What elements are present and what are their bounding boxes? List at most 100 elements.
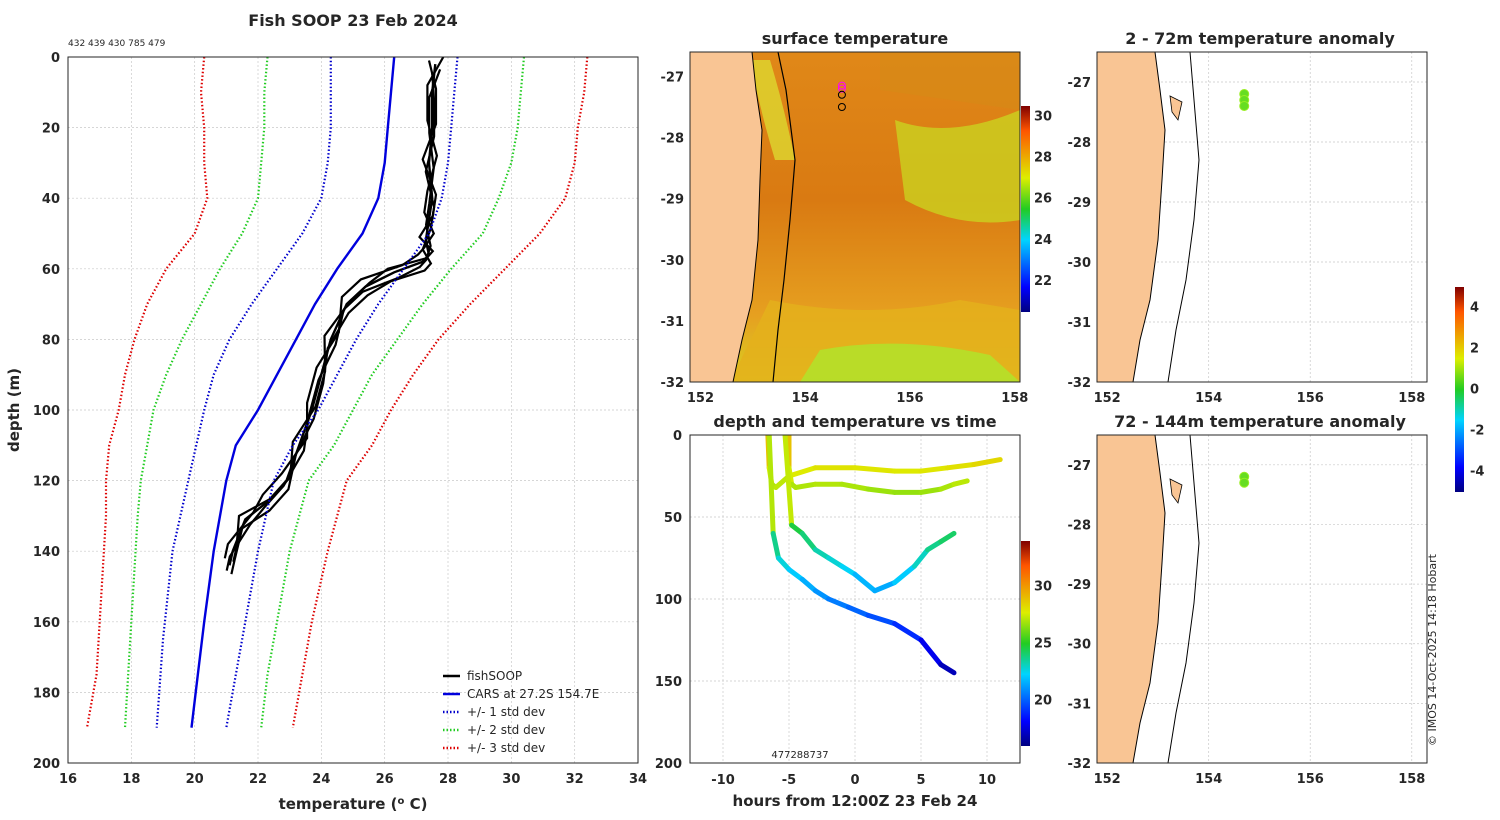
anomaly-y-tick: -31 xyxy=(1068,316,1092,331)
anomaly-shallow-title: 2 - 72m temperature anomaly xyxy=(1125,29,1395,48)
time-track-segment xyxy=(845,604,871,618)
anomaly-x-tick: 156 xyxy=(1297,391,1324,406)
time-track-segment xyxy=(944,462,977,471)
sst-marker xyxy=(837,81,846,90)
profile-y-tick: 140 xyxy=(33,545,60,560)
anomaly-deep-points xyxy=(1239,471,1250,488)
anomaly-x-tick: 154 xyxy=(1195,772,1222,787)
anomaly-deep-y-ticks: -27 -28 -29 -30 -31 -32 xyxy=(1068,459,1092,772)
time-track-segment xyxy=(826,596,851,610)
profile-y-tick: 120 xyxy=(33,475,60,490)
anomaly-y-tick: -29 xyxy=(1068,196,1092,211)
sst-x-tick: 158 xyxy=(1001,391,1028,406)
anomaly-map-deep: 152 154 156 158 -27 -28 -29 -30 -31 -32 72 - 144… xyxy=(1068,287,1484,787)
time-frame xyxy=(689,434,1021,764)
sst-south-green xyxy=(800,343,1020,382)
time-track-segment xyxy=(766,435,776,536)
profile-series-line xyxy=(155,57,332,728)
anomaly-deep-land xyxy=(1096,434,1166,764)
time-track-segment xyxy=(812,547,832,561)
anomaly-x-tick: 158 xyxy=(1398,391,1425,406)
anomaly-colorbar-tick: 0 xyxy=(1470,383,1479,398)
time-y-tick: 100 xyxy=(655,593,682,608)
time-track-segment xyxy=(971,457,1003,468)
sst-marker xyxy=(837,84,846,93)
sst-y-tick: -29 xyxy=(661,193,685,208)
profile-x-tick: 24 xyxy=(312,772,330,787)
sst-y-tick: -31 xyxy=(661,315,685,330)
time-track-segment xyxy=(852,571,878,594)
profile-y-tick: 200 xyxy=(33,757,60,772)
profile-series-line xyxy=(225,56,459,728)
sst-colorbar-tick: 30 xyxy=(1034,109,1052,124)
sst-land xyxy=(690,52,762,382)
time-x-tick: 0 xyxy=(850,773,859,788)
profile-x-ticks: 16 18 20 22 24 26 28 30 32 34 xyxy=(59,772,647,787)
time-track-segment xyxy=(839,563,858,577)
sst-x-tick: 152 xyxy=(687,391,714,406)
anomaly-x-tick: 154 xyxy=(1195,391,1222,406)
sst-cool-patch xyxy=(895,110,1020,223)
legend-entry: +/- 2 std dev xyxy=(467,723,545,737)
anomaly-colorbar-tick: -2 xyxy=(1470,424,1484,439)
anomaly-x-tick: 158 xyxy=(1398,772,1425,787)
time-y-tick: 50 xyxy=(664,511,682,526)
anomaly-shallow-land xyxy=(1096,51,1166,383)
sst-frame xyxy=(689,51,1021,383)
profile-fishsoop-cast xyxy=(230,72,436,575)
anomaly-deep-contour xyxy=(1167,434,1200,764)
anomaly-point xyxy=(1239,101,1250,111)
profile-fishsoop-cast xyxy=(225,69,442,571)
time-track-segment xyxy=(786,566,805,582)
profile-y-tick: 80 xyxy=(42,333,60,348)
time-title: depth and temperature vs time xyxy=(713,412,996,431)
legend-entry: CARS at 27.2S 154.7E xyxy=(467,687,599,701)
anomaly-y-tick: -30 xyxy=(1068,256,1092,271)
time-colorbar xyxy=(1021,541,1030,746)
time-x-ticks: -10 -5 0 5 10 xyxy=(711,773,996,788)
sst-title: surface temperature xyxy=(762,29,949,48)
anomaly-y-tick: -28 xyxy=(1068,518,1092,533)
time-colorbar-ticks: 30 25 20 xyxy=(1034,580,1052,709)
profile-fishsoop-cast xyxy=(232,60,438,563)
sst-colorbar-tick: 22 xyxy=(1034,274,1052,289)
profile-y-tick: 100 xyxy=(33,404,60,419)
profile-y-label: depth (m) xyxy=(5,368,23,452)
sst-markers xyxy=(837,81,846,111)
time-y-tick: 0 xyxy=(673,429,682,444)
profile-legend: fishSOOP CARS at 27.2S 154.7E +/- 1 std de… xyxy=(443,669,599,755)
sst-x-tick: 154 xyxy=(792,391,819,406)
profile-y-tick: 60 xyxy=(42,263,60,278)
anomaly-colorbar-tick: -4 xyxy=(1470,465,1484,480)
time-x-tick: 5 xyxy=(916,773,925,788)
anomaly-shallow-frame xyxy=(1096,51,1428,383)
time-track-segment xyxy=(918,465,950,474)
time-track-segment xyxy=(892,621,924,643)
profile-x-label: temperature (o C) xyxy=(279,795,428,813)
time-track-segment xyxy=(918,637,944,668)
profile-x-tick: 26 xyxy=(376,772,394,787)
time-track-segment xyxy=(852,465,898,474)
anomaly-point xyxy=(1239,477,1250,488)
sst-map: 152 154 156 158 -27 -28 -29 -30 -31 -32 surface … xyxy=(661,29,1053,406)
anomaly-shallow-points xyxy=(1239,89,1250,111)
profile-y-tick: 40 xyxy=(42,192,60,207)
profile-series-line xyxy=(190,56,396,728)
time-y-tick: 150 xyxy=(655,675,682,690)
profile-y-tick: 0 xyxy=(51,51,60,66)
sst-y-ticks: -27 -28 -29 -30 -31 -32 xyxy=(661,70,685,391)
anomaly-y-tick: -29 xyxy=(1068,578,1092,593)
time-track-segment xyxy=(938,662,957,676)
time-colorbar-tick: 30 xyxy=(1034,580,1052,595)
sst-marker xyxy=(837,103,846,111)
copyright-note: © IMOS 14-Oct-2025 14:18 Hobart xyxy=(1426,553,1439,746)
sst-y-tick: -32 xyxy=(661,376,685,391)
time-y-tick: 200 xyxy=(655,757,682,772)
time-x-tick: -5 xyxy=(782,773,796,788)
time-y-ticks: 0 50 100 150 200 xyxy=(655,429,682,772)
profile-series xyxy=(85,56,589,728)
profile-chart: 16 18 20 22 24 26 28 30 32 34 0 20 40 60 80 100 120 140 1… xyxy=(5,11,647,813)
time-track-segment xyxy=(911,547,931,569)
time-track-segment xyxy=(770,530,781,561)
